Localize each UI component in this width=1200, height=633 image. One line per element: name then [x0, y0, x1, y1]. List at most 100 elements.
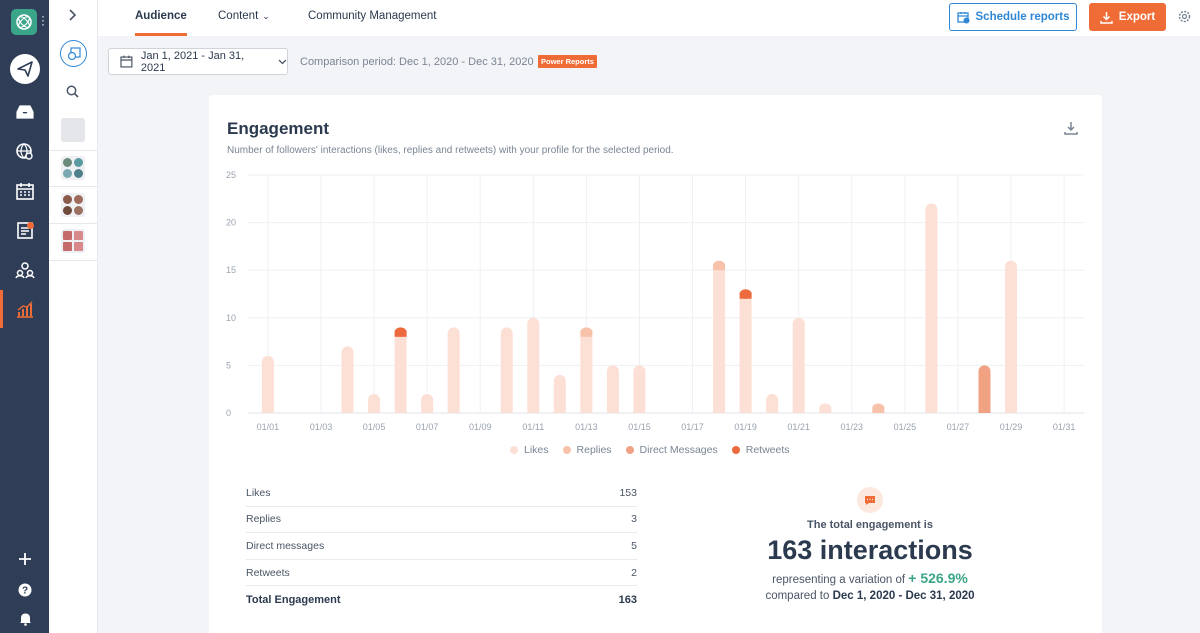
x-tick-label: 01/29	[1000, 422, 1023, 432]
profile-group-avatar[interactable]	[61, 229, 85, 253]
stat-label: Replies	[246, 513, 282, 526]
power-reports-badge: Power Reports	[538, 55, 597, 68]
bar-segment-base	[527, 407, 540, 413]
tasks-icon[interactable]	[10, 215, 40, 245]
tab-label: Audience	[135, 10, 187, 22]
chevron-right-icon[interactable]	[67, 8, 77, 26]
analytics-icon[interactable]	[10, 295, 40, 325]
table-row: Direct messages 5	[246, 533, 637, 560]
calendar-clock-icon	[956, 11, 970, 23]
variation-line: representing a variation of + 526.9%	[700, 570, 1040, 586]
bar-segment-base	[341, 407, 354, 413]
bar-segment-base	[580, 330, 593, 337]
bar-segment-base	[368, 407, 381, 413]
profile-divider	[49, 260, 98, 261]
legend-item-replies[interactable]: Replies	[562, 444, 612, 456]
bar-segment-base	[394, 330, 407, 337]
y-tick-label: 10	[226, 313, 236, 323]
bar-segment-base	[553, 407, 566, 413]
export-label: Export	[1118, 11, 1156, 23]
table-row: Retweets 2	[246, 560, 637, 587]
logo-icon[interactable]	[11, 9, 37, 35]
legend-swatch	[510, 446, 518, 454]
legend-swatch	[562, 446, 571, 454]
tab-audience[interactable]: Audience	[135, 0, 187, 36]
tab-content[interactable]: Content ⌄	[218, 0, 270, 36]
notification-dot	[27, 222, 34, 229]
legend-item-direct-messages[interactable]: Direct Messages	[625, 444, 718, 456]
profile-group-avatar[interactable]	[61, 193, 85, 217]
profile-placeholder[interactable]	[61, 118, 85, 142]
x-tick-label: 01/21	[787, 422, 810, 432]
profile-column	[49, 0, 98, 633]
listening-icon[interactable]	[10, 137, 40, 167]
bar-likes	[500, 327, 513, 413]
bar-segment-base	[872, 407, 885, 413]
x-tick-label: 01/01	[257, 422, 280, 432]
stat-label: Likes	[246, 486, 271, 499]
search-icon[interactable]	[66, 85, 79, 103]
inbox-icon[interactable]	[10, 97, 40, 127]
chevron-down-icon: ⌄	[262, 11, 270, 21]
main-nav: · · · ?	[0, 0, 49, 633]
engagement-card: Engagement Number of followers' interact…	[209, 95, 1102, 633]
x-tick-label: 01/23	[841, 422, 864, 432]
more-icon[interactable]: · · ·	[41, 9, 45, 31]
help-icon[interactable]: ?	[10, 575, 40, 605]
profile-divider	[49, 150, 98, 151]
bar-likes	[527, 317, 540, 413]
table-row: Replies 3	[246, 507, 637, 534]
tab-label: Community Management	[308, 10, 437, 22]
legend-item-retweets[interactable]: Retweets	[731, 444, 790, 456]
chat-bubble-icon	[857, 487, 883, 513]
comparison-line: compared to Dec 1, 2020 - Dec 31, 2020	[700, 590, 1040, 602]
engagement-chart: 0 5 10 15 20 25 01/01 01/03 01/05 01/07 01/09 01/11…	[226, 170, 1084, 432]
profile-group-avatar[interactable]	[61, 156, 85, 180]
bar-segment-base	[739, 292, 752, 299]
variation-value: + 526.9%	[908, 570, 968, 586]
calendar-icon[interactable]	[10, 176, 40, 206]
stat-value: 2	[631, 566, 637, 579]
download-icon	[1100, 11, 1113, 24]
comparison-prefix: compared to	[765, 590, 830, 602]
table-row-total: Total Engagement 163	[246, 586, 637, 613]
bar-segment-base	[713, 264, 726, 271]
date-range-picker[interactable]: Jan 1, 2021 - Jan 31, 2021	[108, 48, 288, 75]
y-tick-label: 25	[226, 170, 236, 180]
bell-icon[interactable]	[10, 604, 40, 633]
legend-item-likes[interactable]: Likes	[510, 444, 549, 456]
profile-divider	[49, 186, 98, 187]
bar-likes	[633, 365, 646, 413]
download-icon[interactable]	[1064, 121, 1078, 140]
x-tick-label: 01/13	[575, 422, 598, 432]
tab-community-management[interactable]: Community Management	[308, 0, 436, 36]
export-button[interactable]: Export	[1089, 3, 1166, 31]
tab-label: Content	[218, 10, 259, 22]
x-tick-label: 01/09	[469, 422, 492, 432]
comparison-period: Comparison period: Dec 1, 2020 - Dec 31,…	[300, 56, 534, 68]
gear-icon[interactable]	[1178, 10, 1191, 28]
schedule-reports-button[interactable]: Schedule reports	[949, 3, 1077, 31]
bar-likes	[713, 270, 726, 413]
x-tick-label: 01/17	[681, 422, 704, 432]
bar-segment-base	[500, 407, 513, 413]
comparison-period-value: Dec 1, 2020 - Dec 31, 2020	[832, 590, 975, 602]
active-nav-indicator	[0, 290, 3, 328]
community-icon[interactable]	[10, 255, 40, 285]
profile-divider	[49, 223, 98, 224]
bar-direct-messages	[978, 365, 991, 413]
add-icon[interactable]	[10, 544, 40, 574]
table-row: Likes 153	[246, 480, 637, 507]
all-profiles-icon[interactable]	[60, 40, 87, 67]
y-tick-label: 0	[226, 408, 231, 418]
stat-label: Total Engagement	[246, 593, 341, 606]
publish-icon[interactable]	[10, 54, 40, 84]
stat-value: 153	[619, 486, 637, 499]
bar-segment-base	[606, 407, 619, 413]
stat-value: 3	[631, 513, 637, 526]
variation-prefix: representing a variation of	[772, 574, 906, 586]
legend-swatch	[731, 446, 740, 454]
bar-segment-base	[819, 407, 832, 413]
bar-segment-base	[421, 407, 434, 413]
bar-likes	[792, 317, 805, 413]
